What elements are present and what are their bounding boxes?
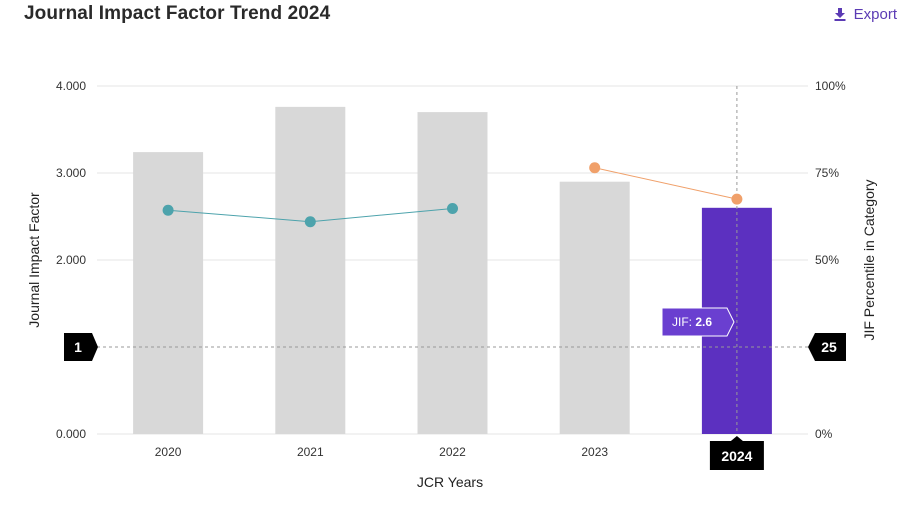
bar — [275, 106, 346, 434]
y2-tick-label: 100% — [815, 79, 846, 93]
y2-tick-label: 0% — [815, 427, 833, 441]
y2-axis-title: JIF Percentile in Category — [861, 179, 877, 340]
overlay: 1 25 2024 JIF: 2.6 — [64, 307, 846, 470]
jif-tooltip-label: JIF: — [672, 315, 695, 329]
export-button[interactable]: Export — [834, 6, 897, 23]
right-crosshair-marker — [808, 333, 846, 361]
export-label: Export — [853, 6, 897, 23]
jif-tooltip-value: 2.6 — [695, 315, 712, 329]
y-tick-label: 4.000 — [56, 79, 86, 93]
bars — [133, 106, 772, 434]
bar — [559, 181, 630, 434]
x-tick-label: 2023 — [581, 445, 608, 459]
y-tick-label: 2.000 — [56, 253, 86, 267]
percentile-late-point — [731, 193, 743, 205]
y2-tick-label: 50% — [815, 253, 839, 267]
right-crosshair-label: 25 — [821, 339, 837, 355]
percentile-early-point — [162, 204, 174, 216]
download-icon — [834, 8, 846, 21]
jif-tooltip — [661, 307, 735, 337]
axis-ticks: 0.000 2.000 3.000 4.000 0% 50% 75% 100% 2020 2021… — [56, 79, 846, 459]
y-tick-label: 0.000 — [56, 427, 86, 441]
left-crosshair-label: 1 — [74, 339, 82, 355]
bar — [417, 112, 488, 434]
percentile-lines — [162, 162, 743, 228]
percentile-early-point — [304, 216, 316, 228]
x-crosshair-label: 2024 — [721, 448, 752, 464]
percentile-early-point — [447, 202, 458, 214]
x-axis-title: JCR Years — [417, 474, 483, 490]
left-crosshair-marker — [64, 333, 98, 361]
x-tick-label: 2022 — [439, 445, 466, 459]
page-title: Journal Impact Factor Trend 2024 — [24, 3, 331, 24]
percentile-late-line — [594, 167, 738, 200]
y2-tick-label: 75% — [815, 166, 839, 180]
y-axis-title: Journal Impact Factor — [26, 192, 42, 328]
bar — [133, 152, 204, 434]
percentile-late-point — [589, 162, 601, 174]
x-tick-label: 2021 — [297, 445, 324, 459]
jif-tooltip-text: JIF: 2.6 — [672, 315, 712, 329]
x-crosshair-marker — [709, 436, 764, 470]
crosshair — [97, 86, 808, 434]
x-tick-label: 2020 — [155, 445, 182, 459]
y-tick-label: 3.000 — [56, 166, 86, 180]
